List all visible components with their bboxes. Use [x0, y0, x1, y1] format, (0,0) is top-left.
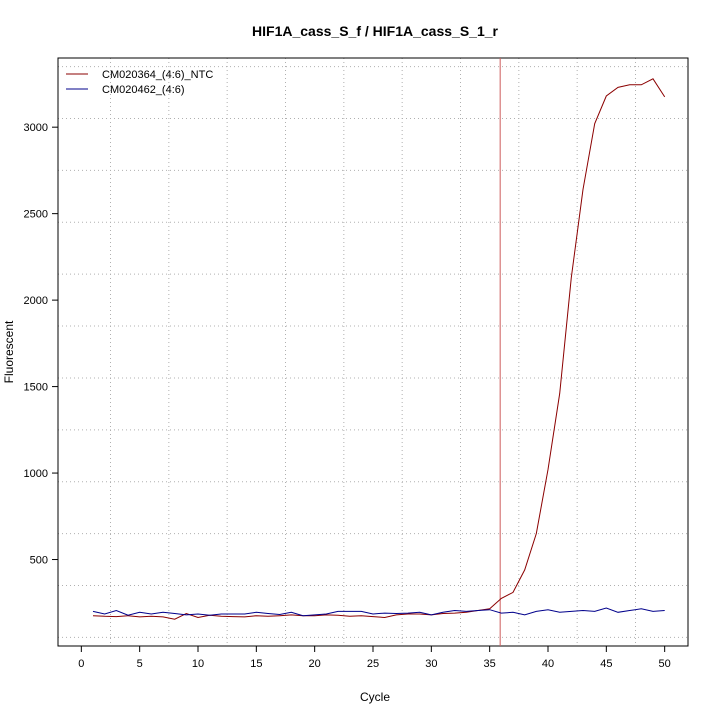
y-tick-label: 1500 — [24, 382, 48, 394]
chart-title: HIF1A_cass_S_f / HIF1A_cass_S_1_r — [252, 23, 498, 39]
x-tick-label: 30 — [425, 658, 437, 670]
legend: CM020364_(4:6)_NTC CM020462_(4:6) — [66, 69, 213, 96]
x-tick-label: 10 — [192, 658, 204, 670]
x-tick-label: 40 — [542, 658, 554, 670]
y-axis: 500 1000 1500 2000 2500 3000 — [24, 122, 58, 567]
x-tick-label: 20 — [309, 658, 321, 670]
x-tick-label: 45 — [600, 658, 612, 670]
x-axis-label: Cycle — [360, 690, 390, 704]
y-tick-label: 1000 — [24, 468, 48, 480]
x-tick-label: 0 — [78, 658, 84, 670]
y-tick-label: 2000 — [24, 295, 48, 307]
y-tick-label: 3000 — [24, 122, 48, 134]
y-tick-label: 2500 — [24, 209, 48, 221]
series-line-1 — [92, 607, 665, 617]
x-tick-label: 5 — [137, 658, 143, 670]
series-layer — [92, 78, 666, 620]
plot-frame — [57, 57, 689, 647]
legend-label-ntc: CM020364_(4:6)_NTC — [102, 69, 213, 81]
x-tick-label: 35 — [484, 658, 496, 670]
x-tick-label: 15 — [250, 658, 262, 670]
y-axis-label: Fluorescent — [2, 320, 16, 383]
x-axis: 0 5 10 15 20 25 30 35 40 45 50 — [78, 646, 671, 670]
grid — [58, 58, 688, 646]
x-tick-label: 25 — [367, 658, 379, 670]
legend-label-sample: CM020462_(4:6) — [102, 84, 185, 96]
series-line-0 — [92, 78, 666, 620]
x-tick-label: 50 — [659, 658, 671, 670]
y-tick-label: 500 — [30, 555, 48, 567]
